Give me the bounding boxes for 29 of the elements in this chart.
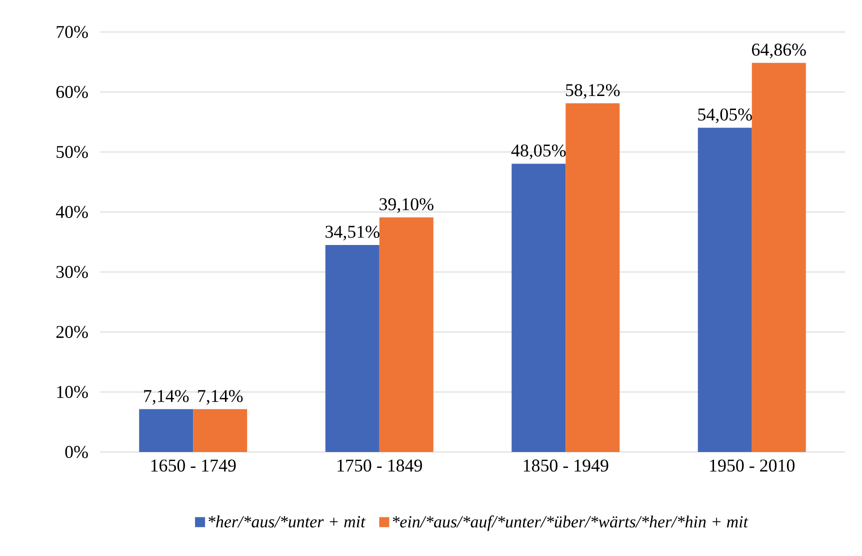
bar [566,103,620,452]
data-label: 64,86% [752,44,806,58]
data-label: 34,51% [326,226,380,240]
y-tick-label: 40% [56,206,88,218]
bar [698,128,752,452]
legend-label: *ein/*aus/*auf/*unter/*über/*wärts/*her/*hin + mit [392,515,748,531]
bar [752,62,806,452]
data-label: 39,10% [380,198,434,213]
y-tick-label: 30% [56,266,88,278]
legend-label: *her/*aus/*unter + mit [208,516,366,528]
y-tick-label: 20% [56,326,88,338]
data-label: 58,12% [566,84,620,99]
y-tick-label: 50% [56,146,88,158]
bar [379,217,434,452]
x-tick-label: 1750 - 1849 [338,460,422,472]
x-tick-label: 1650 - 1749 [151,460,236,472]
y-tick-label: 0% [65,446,88,458]
data-label: 7,14% [144,390,189,405]
y-tick-label: 60% [56,86,88,98]
y-tick-label: 10% [57,386,88,398]
y-tick-label: 70% [56,26,88,38]
x-tick-label: 1850 - 1949 [524,460,608,472]
bar [325,244,380,452]
bar [139,409,194,452]
data-label: 7,14% [198,390,243,405]
x-tick-label: 1950 - 2010 [710,460,795,472]
bar [193,409,248,452]
data-label: 54,05% [698,108,752,124]
bar [512,164,566,452]
